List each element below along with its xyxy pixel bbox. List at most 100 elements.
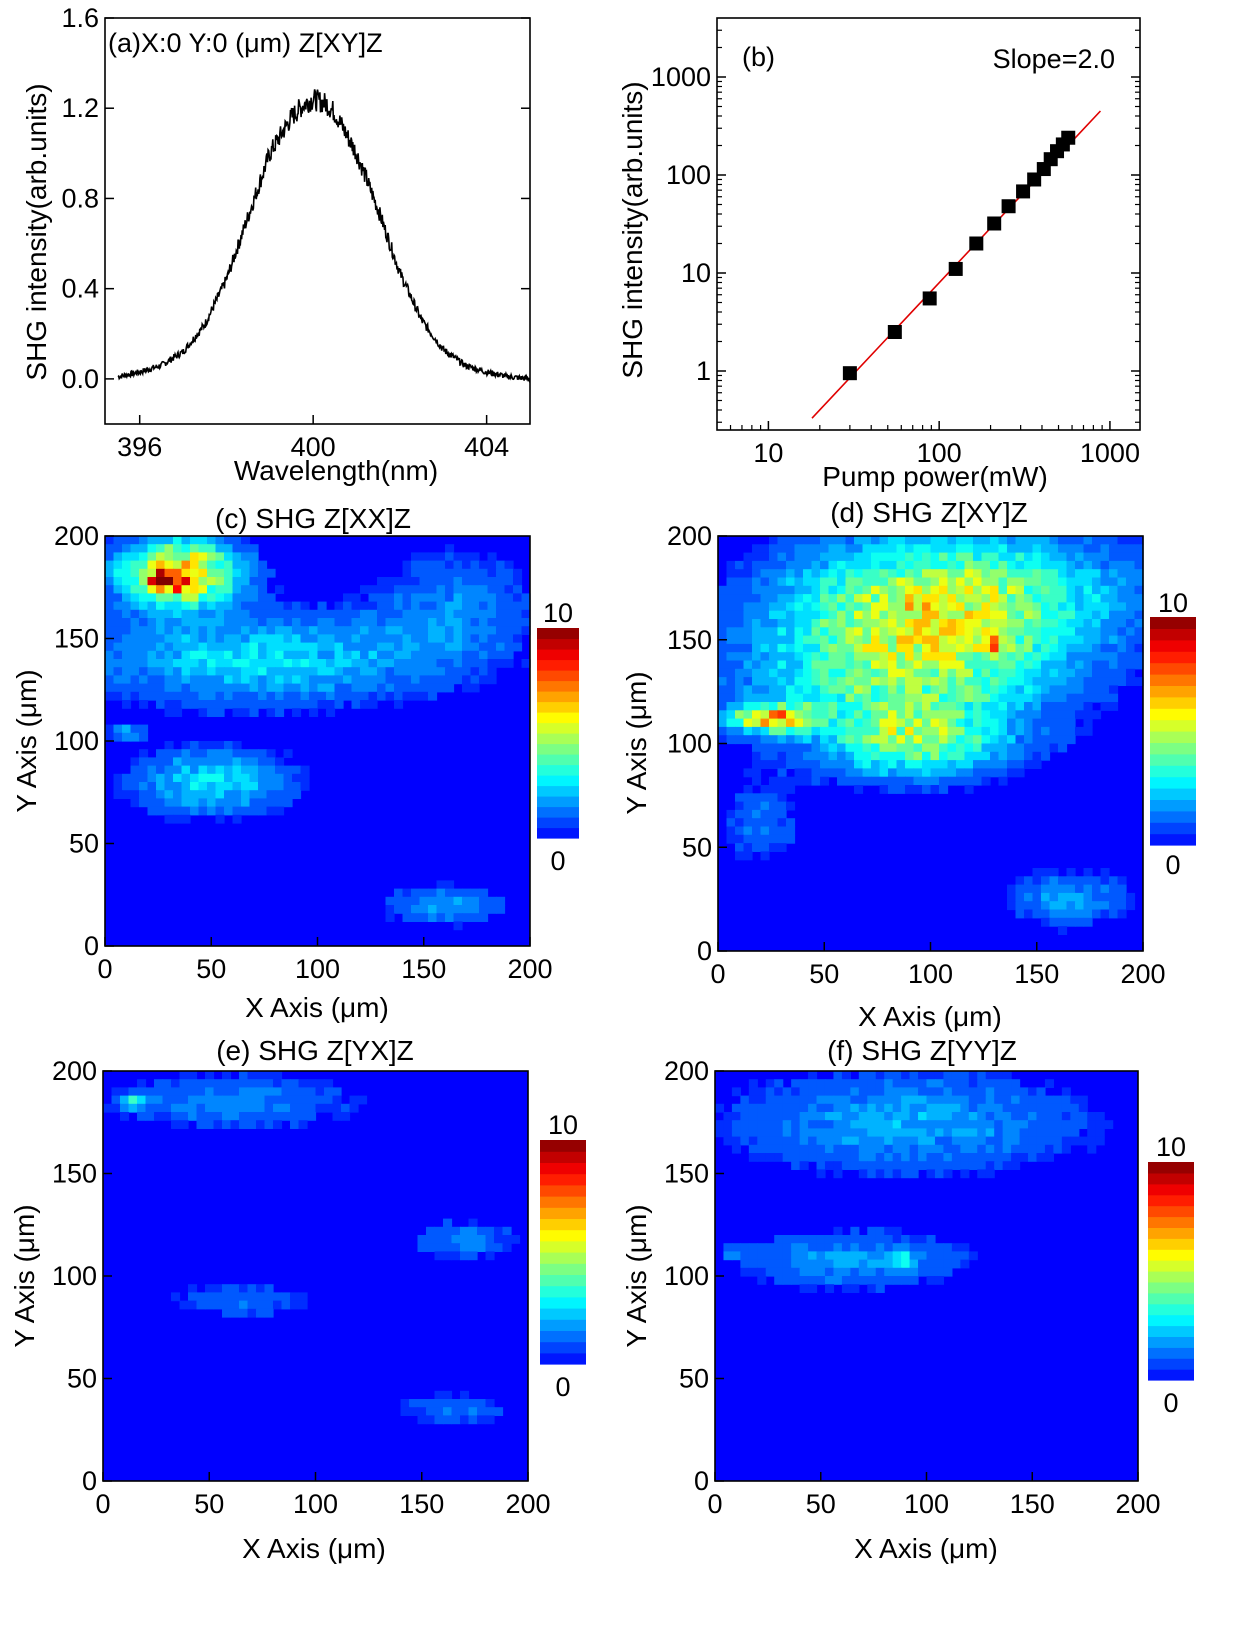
panel-c-heatmap-cell xyxy=(351,618,361,627)
panel-c-heatmap-cell xyxy=(122,560,132,570)
panel-d-heatmap-cell xyxy=(939,702,949,711)
panel-c-heatmap-cell xyxy=(436,896,446,906)
panel-d-heatmap-cell xyxy=(1100,884,1110,894)
panel-c-heatmap-cell xyxy=(173,568,183,578)
panel-d-heatmap-cell xyxy=(871,776,881,786)
panel-c-heatmap-cell xyxy=(122,601,132,611)
panel-d-heatmap-cell xyxy=(820,702,830,711)
panel-f-heatmap-cell xyxy=(782,1120,792,1129)
panel-d-heatmap-cell xyxy=(913,585,923,595)
panel-c-heatmap-cell xyxy=(309,708,319,717)
panel-d-heatmap-cell xyxy=(947,743,957,753)
panel-c-heatmap-cell xyxy=(283,667,293,676)
panel-d-heatmap-cell xyxy=(726,569,736,579)
panel-d-heatmap-cell xyxy=(828,602,838,612)
panel-c-heatmap-cell xyxy=(445,601,455,611)
panel-d-heatmap-cell xyxy=(1083,602,1093,612)
panel-c-heatmap-cell xyxy=(147,544,157,553)
panel-c-heatmap-cell xyxy=(343,609,353,619)
panel-c-heatmap-cell xyxy=(317,691,327,701)
panel-c-heatmap-cell xyxy=(241,700,251,709)
panel-d-heatmap-cell xyxy=(998,735,1008,745)
panel-d-heatmap-cell xyxy=(1041,660,1051,670)
panel-f-heatmap-cell xyxy=(951,1259,961,1269)
panel-c-heatmap-cell xyxy=(164,782,174,791)
panel-d-heatmap-cell xyxy=(990,710,1000,720)
panel-d-heatmap-cell xyxy=(786,660,796,670)
panel-c-heatmap-cell xyxy=(181,634,191,644)
panel-d-heatmap-cell xyxy=(803,569,813,579)
panel-c-heatmap-cell xyxy=(334,642,344,652)
panel-d-heatmap-cell xyxy=(939,610,949,620)
panel-d-heatmap-cell xyxy=(1134,619,1144,628)
panel-d-heatmap-cell xyxy=(939,685,949,695)
panel-f-heatmap-cell xyxy=(977,1071,987,1080)
panel-d-heatmap-cell xyxy=(735,660,745,670)
panel-d-heatmap-cell xyxy=(837,685,847,695)
panel-d-heatmap-cell xyxy=(879,743,889,753)
panel-d-heatmap-cell xyxy=(930,619,940,628)
panel-d-heatmap-cell xyxy=(888,735,898,745)
panel-c-heatmap-cell xyxy=(428,601,438,611)
panel-d-heatmap-cell xyxy=(939,735,949,745)
panel-d-heatmap-cell xyxy=(998,569,1008,579)
panel-f-heatmap-cell xyxy=(765,1112,775,1121)
panel-f-heatmap-cell xyxy=(723,1136,733,1146)
panel-d-heatmap-cell xyxy=(777,619,787,628)
panel-f-heatmap-cell xyxy=(892,1120,902,1129)
panel-f-heatmap-cell xyxy=(816,1243,826,1252)
panel-d-heatmap-cell xyxy=(1041,560,1051,570)
panel-d-heatmap-cell xyxy=(752,594,762,603)
panel-c-heatmap-cell xyxy=(147,626,157,635)
panel-c-heatmap-cell xyxy=(428,659,438,668)
panel-d-heatmap-cell xyxy=(930,635,940,645)
panel-d-heatmap-cell xyxy=(820,726,830,736)
panel-f-heatmap-cell xyxy=(1078,1120,1088,1129)
panel-c-colorbar-segment xyxy=(537,743,579,755)
panel-c-heatmap-cell xyxy=(113,585,123,594)
panel-c-heatmap-cell xyxy=(207,544,217,553)
panel-e-heatmap-cell xyxy=(162,1079,172,1088)
panel-d-heatmap-cell xyxy=(743,594,753,603)
panel-f-heatmap-cell xyxy=(934,1112,945,1121)
panel-c-heatmap-cell xyxy=(402,659,412,668)
panel-c-heatmap-cell xyxy=(402,683,412,693)
panel-c-heatmap-cell xyxy=(496,626,506,635)
panel-d-heatmap-cell xyxy=(811,619,821,628)
panel-c-heatmap-cell xyxy=(394,585,404,594)
panel-d-heatmap-cell xyxy=(990,735,1000,745)
panel-e-heatmap-cell xyxy=(434,1251,444,1261)
panel-d-heatmap-cell xyxy=(760,660,770,670)
panel-d-heatmap-cell xyxy=(760,710,770,720)
panel-d-heatmap-cell xyxy=(956,726,966,736)
panel-f-heatmap-cell xyxy=(1019,1112,1029,1121)
panel-c-heatmap-cell xyxy=(445,544,455,553)
panel-c-heatmap-cell xyxy=(453,650,463,660)
panel-c-heatmap-cell xyxy=(241,650,251,660)
panel-f-heatmap-cell xyxy=(841,1251,851,1261)
panel-f-heatmap-cell xyxy=(901,1259,911,1269)
panel-c-heatmap-cell xyxy=(445,626,455,635)
panel-c-heatmap-cell xyxy=(232,650,242,660)
panel-d-heatmap-cell xyxy=(930,585,940,595)
panel-d-heatmap-cell xyxy=(1075,585,1085,595)
panel-d-heatmap-cell xyxy=(1032,627,1042,637)
panel-d-heatmap-cell xyxy=(1024,635,1034,645)
panel-f-heatmap-cell xyxy=(892,1276,902,1285)
panel-f-heatmap-cell xyxy=(960,1259,970,1269)
panel-c-heatmap-cell xyxy=(266,691,276,701)
panel-e-colorbar-segment xyxy=(540,1173,586,1186)
panel-c-heatmap-cell xyxy=(453,568,463,578)
panel-c-heatmap-cell xyxy=(249,642,259,652)
panel-d-heatmap-cell xyxy=(964,685,974,695)
panel-d-heatmap-cell xyxy=(939,710,949,720)
panel-c-heatmap-cell xyxy=(173,757,183,767)
panel-c-heatmap-cell xyxy=(215,577,225,586)
panel-d-heatmap-cell xyxy=(896,785,906,794)
panel-d-heatmap-cell xyxy=(820,743,830,753)
panel-d-heatmap-cell xyxy=(1041,901,1051,911)
panel-d-heatmap-cell xyxy=(769,710,779,720)
panel-c-heatmap-cell xyxy=(232,560,242,570)
panel-d-heatmap-cell xyxy=(828,693,838,703)
panel-f-heatmap-cell xyxy=(791,1079,801,1088)
